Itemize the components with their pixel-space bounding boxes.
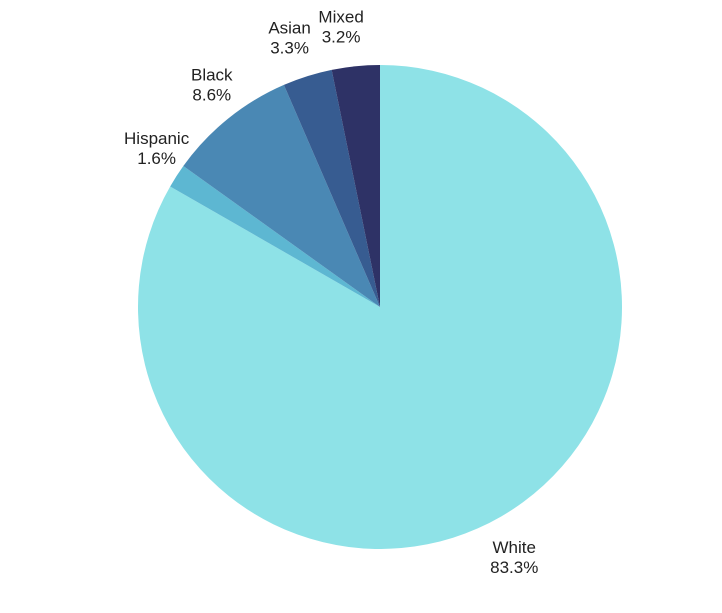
slice-name-label: Mixed <box>318 7 363 26</box>
pie-slice-asian <box>283 69 380 307</box>
slice-name-label: Hispanic <box>124 129 190 148</box>
slice-value-label: 83.3% <box>490 558 538 577</box>
slice-name-label: White <box>493 538 536 557</box>
pie-slice-mixed <box>331 65 380 307</box>
slice-value-label: 1.6% <box>137 149 176 168</box>
slice-value-label: 3.3% <box>270 38 309 57</box>
slice-value-label: 3.2% <box>322 27 361 46</box>
slice-name-label: Black <box>191 65 233 84</box>
slice-name-label: Asian <box>268 18 311 37</box>
pie-slices <box>137 65 622 549</box>
pie-slice-black <box>183 84 380 307</box>
pie-slice-hispanic <box>170 165 380 307</box>
slice-value-label: 8.6% <box>192 85 231 104</box>
pie-labels: White83.3%Hispanic1.6%Black8.6%Asian3.3%… <box>124 7 538 577</box>
